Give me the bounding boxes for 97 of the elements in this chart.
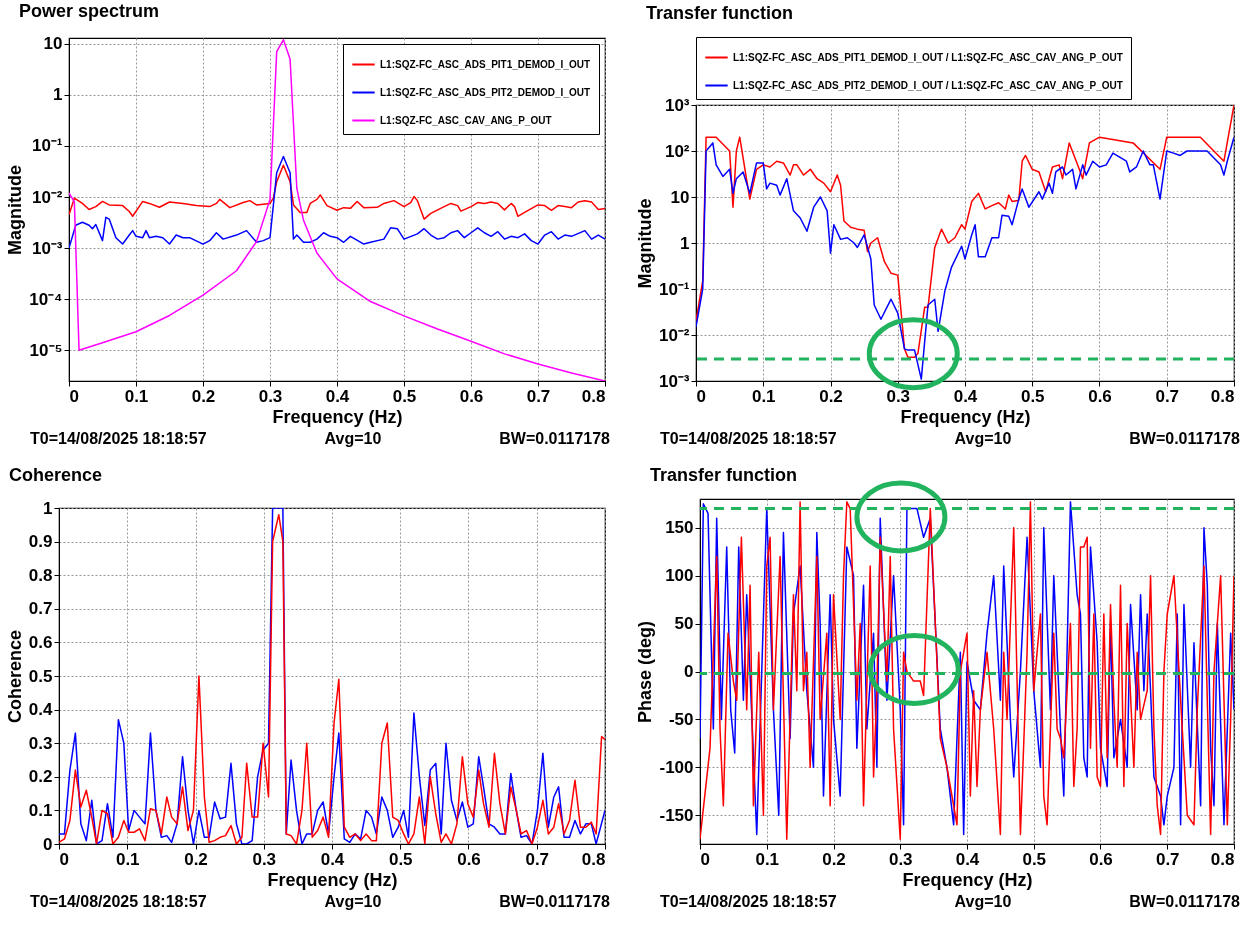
y-axis-title: Magnitude bbox=[5, 165, 26, 255]
x-tick-label: 0.6 bbox=[1088, 386, 1112, 406]
y-tick-label: -150 bbox=[659, 805, 694, 825]
y-tick-label: 100 bbox=[665, 566, 694, 586]
x-tick-label: 0.4 bbox=[955, 849, 980, 869]
y-axis-title: Magnitude bbox=[634, 198, 655, 289]
legend-label: L1:SQZ-FC_ASC_ADS_PIT1_DEMOD_I_OUT bbox=[380, 58, 591, 70]
x-tick-label: 0.2 bbox=[191, 386, 216, 406]
text: Avg=10 bbox=[324, 430, 382, 448]
y-tick-label: 0.9 bbox=[28, 532, 53, 552]
y-tick-label: 10² bbox=[664, 141, 690, 161]
x-tick-label: 0.1 bbox=[755, 849, 780, 869]
x-tick-label: 0.4 bbox=[325, 386, 350, 406]
x-tick-label: 0.7 bbox=[526, 386, 551, 406]
text: Avg=10 bbox=[954, 430, 1012, 448]
x-tick-label: 0.5 bbox=[388, 849, 413, 869]
x-tick-label: 0.4 bbox=[953, 386, 978, 406]
x-tick-label: 0.7 bbox=[1155, 849, 1180, 869]
y-tick-label: -50 bbox=[668, 709, 694, 729]
x-axis-title: Frequency (Hz) bbox=[902, 869, 1033, 890]
y-tick-label: 10⁻³ bbox=[658, 371, 690, 391]
line-series bbox=[69, 155, 605, 249]
x-tick-label: 0.4 bbox=[320, 849, 345, 869]
text: T0=14/08/2025 18:18:57 bbox=[660, 430, 837, 448]
x-tick-label: 0.1 bbox=[124, 386, 149, 406]
y-axis-title: Phase (deg) bbox=[635, 620, 656, 724]
y-tick-label: 10³ bbox=[664, 95, 690, 115]
y-tick-label: -100 bbox=[659, 757, 694, 777]
x-tick-label: 0.6 bbox=[457, 849, 481, 869]
x-axis-title: Frequency (Hz) bbox=[267, 869, 398, 890]
x-tick-label: 0.3 bbox=[888, 849, 913, 869]
chart-title: Coherence bbox=[9, 465, 103, 485]
y-tick-label: 10⁻¹ bbox=[31, 136, 63, 156]
y-tick-label: 1 bbox=[680, 233, 690, 253]
legend-label: L1:SQZ-FC_ASC_ADS_PIT2_DEMOD_I_OUT / L1:SQZ-FC_ASC_CAV_ANG_P_OUT bbox=[733, 79, 1123, 91]
y-tick-label: 50 bbox=[674, 614, 694, 634]
x-tick-label: 0.5 bbox=[392, 386, 417, 406]
x-tick-label: 0.6 bbox=[459, 386, 484, 406]
text: T0=14/08/2025 18:18:57 bbox=[30, 893, 207, 911]
x-tick-label: 0.1 bbox=[751, 386, 776, 406]
x-tick-label: 0.2 bbox=[184, 849, 208, 869]
x-tick-label: 0.3 bbox=[886, 386, 911, 406]
y-tick-label: 10⁻² bbox=[658, 325, 690, 345]
x-tick-label: 0 bbox=[700, 849, 710, 869]
y-tick-label: 0.5 bbox=[28, 666, 53, 686]
x-tick-label: 0.3 bbox=[258, 386, 283, 406]
x-tick-label: 0.2 bbox=[819, 386, 843, 406]
text: Avg=10 bbox=[954, 893, 1012, 911]
line-series bbox=[69, 164, 605, 220]
x-tick-label: 0.8 bbox=[1210, 386, 1235, 406]
x-tick-label: 0.3 bbox=[252, 849, 277, 869]
y-tick-label: 10⁻² bbox=[31, 187, 63, 207]
text: BW=0.0117178 bbox=[499, 893, 610, 911]
y-tick-label: 10⁻⁵ bbox=[29, 340, 63, 360]
y-tick-label: 10⁻³ bbox=[31, 238, 63, 258]
y-tick-label: 1 bbox=[43, 498, 53, 518]
x-tick-label: 0.7 bbox=[1155, 386, 1180, 406]
y-tick-label: 0 bbox=[684, 662, 694, 681]
y-tick-label: 0.2 bbox=[28, 767, 53, 787]
y-tick-label: 0 bbox=[43, 834, 53, 854]
x-tick-label: 0.5 bbox=[1022, 849, 1047, 869]
x-tick-label: 0 bbox=[69, 386, 79, 406]
text: T0=14/08/2025 18:18:57 bbox=[30, 430, 207, 448]
y-tick-label: 0.1 bbox=[28, 800, 53, 820]
y-axis-title: Coherence bbox=[4, 629, 25, 724]
x-tick-label: 0.6 bbox=[1089, 849, 1113, 869]
text: Avg=10 bbox=[324, 893, 382, 911]
y-tick-label: 0.4 bbox=[28, 700, 54, 720]
x-axis-title: Frequency (Hz) bbox=[272, 406, 403, 427]
y-tick-label: 10⁻¹ bbox=[658, 279, 690, 299]
legend-label: L1:SQZ-FC_ASC_CAV_ANG_P_OUT bbox=[380, 114, 552, 126]
text: BW=0.0117178 bbox=[499, 430, 610, 448]
x-tick-label: 0.8 bbox=[581, 849, 606, 869]
x-tick-label: 0.8 bbox=[1210, 849, 1235, 869]
y-tick-label: 0.7 bbox=[28, 599, 53, 619]
y-tick-label: 0.3 bbox=[28, 733, 53, 753]
y-tick-label: 10 bbox=[43, 34, 63, 54]
x-tick-label: 0.5 bbox=[1020, 386, 1045, 406]
x-tick-label: 0.2 bbox=[822, 849, 846, 869]
text: BW=0.0117178 bbox=[1129, 893, 1240, 911]
legend-label: L1:SQZ-FC_ASC_ADS_PIT2_DEMOD_I_OUT bbox=[380, 86, 591, 98]
x-tick-label: 0.7 bbox=[525, 849, 550, 869]
x-axis-title: Frequency (Hz) bbox=[900, 406, 1031, 427]
x-tick-label: 0.8 bbox=[581, 386, 606, 406]
chart-title: Transfer function bbox=[650, 465, 798, 485]
text: BW=0.0117178 bbox=[1129, 430, 1240, 448]
chart-title: Transfer function bbox=[646, 2, 794, 23]
y-tick-label: 150 bbox=[665, 518, 694, 538]
text: T0=14/08/2025 18:18:57 bbox=[660, 893, 837, 911]
y-tick-label: 1 bbox=[53, 85, 63, 105]
chart-title: Power spectrum bbox=[19, 0, 160, 21]
y-tick-label: 10⁻⁴ bbox=[29, 289, 63, 309]
legend-label: L1:SQZ-FC_ASC_ADS_PIT1_DEMOD_I_OUT / L1:SQZ-FC_ASC_CAV_ANG_P_OUT bbox=[733, 51, 1123, 63]
y-tick-label: 0.8 bbox=[28, 565, 53, 585]
y-tick-label: 0.6 bbox=[28, 632, 53, 652]
y-tick-label: 10 bbox=[670, 187, 690, 207]
x-tick-label: 0.1 bbox=[115, 849, 140, 869]
